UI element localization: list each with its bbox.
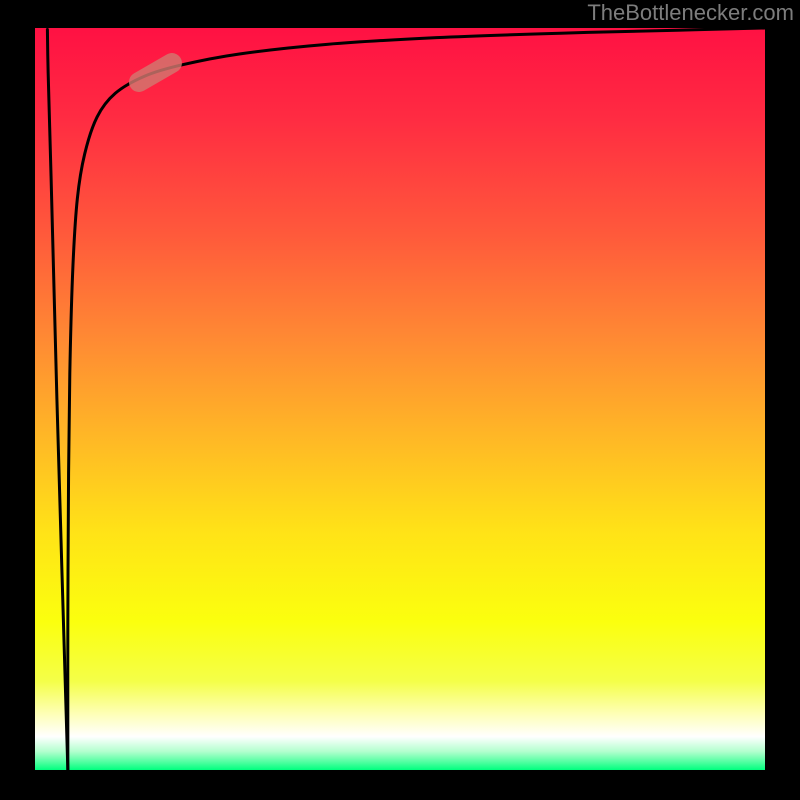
chart-frame: TheBottlenecker.com	[0, 0, 800, 800]
chart-svg	[0, 0, 800, 800]
chart-background	[35, 28, 765, 770]
